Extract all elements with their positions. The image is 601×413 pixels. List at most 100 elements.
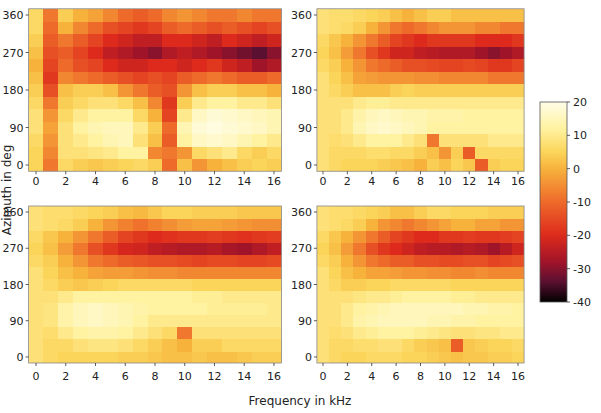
heatmap-cell — [103, 315, 118, 328]
heatmap-cell — [390, 230, 403, 243]
heatmap-cell — [148, 134, 163, 147]
heatmap-cell — [414, 9, 427, 22]
heatmap-cell — [488, 9, 501, 22]
heatmap-cell — [353, 71, 366, 84]
heatmap-cell — [43, 134, 58, 147]
plot-frame — [317, 206, 524, 363]
heatmap-cell — [329, 291, 342, 304]
heatmap-cell — [267, 303, 282, 316]
heatmap-cell — [118, 230, 133, 243]
heatmap-cell — [463, 291, 476, 304]
heatmap-cell — [341, 134, 354, 147]
heatmap-cell — [222, 71, 237, 84]
heatmap-cell — [439, 218, 452, 231]
heatmap-cell — [378, 291, 391, 304]
heatmap-cell — [414, 21, 427, 34]
heatmap-cell — [366, 351, 379, 363]
heatmap-cell — [207, 109, 222, 122]
heatmap-cell — [162, 315, 177, 328]
heatmap-cell — [207, 291, 222, 304]
heatmap-cell — [402, 96, 415, 109]
heatmap-cell — [475, 159, 488, 172]
y-tick — [314, 284, 317, 285]
heatmap-cell — [317, 96, 330, 109]
heatmap-cell — [378, 34, 391, 47]
heatmap-cell — [475, 46, 488, 59]
heatmap-cell — [58, 278, 73, 291]
heatmap-cell — [500, 134, 513, 147]
heatmap-cell — [475, 278, 488, 291]
heatmap-cell — [118, 218, 133, 231]
heatmap-cell — [222, 84, 237, 97]
heatmap-cell — [317, 254, 330, 267]
heatmap-cell — [58, 59, 73, 72]
heatmap-cell — [207, 303, 222, 316]
heatmap-cell — [427, 109, 440, 122]
heatmap-cell — [488, 146, 501, 159]
heatmap-cell — [237, 242, 252, 255]
heatmap-cell — [133, 339, 148, 352]
heatmap-cell — [329, 109, 342, 122]
heatmap-cell — [341, 230, 354, 243]
heatmap-cell — [512, 134, 524, 147]
heatmap-cell — [43, 21, 58, 34]
heatmap-cell — [148, 46, 163, 59]
heatmap-cell — [88, 96, 103, 109]
heatmap-cell — [439, 230, 452, 243]
heatmap-cell — [451, 291, 464, 304]
heatmap-cell — [58, 254, 73, 267]
heatmap-cell — [222, 218, 237, 231]
heatmap-cell — [267, 134, 282, 147]
heatmap-cell — [475, 315, 488, 328]
y-tick — [314, 212, 317, 213]
heatmap-cell — [402, 121, 415, 134]
x-tick-label: 16 — [267, 175, 281, 188]
heatmap-cell — [148, 21, 163, 34]
heatmap-cell — [500, 59, 513, 72]
heatmap-cell — [439, 339, 452, 352]
x-tick-label: 0 — [319, 370, 326, 383]
heatmap-cell — [341, 351, 354, 363]
heatmap-cell — [29, 71, 44, 84]
heatmap-cell — [390, 327, 403, 340]
heatmap-cell — [58, 84, 73, 97]
heatmap-cell — [414, 254, 427, 267]
heatmap-cell — [192, 278, 207, 291]
heatmap-cell — [353, 146, 366, 159]
colorbar-tick — [567, 235, 570, 236]
heatmap-cell — [207, 254, 222, 267]
heatmap-cell — [475, 351, 488, 363]
heatmap-cell — [103, 266, 118, 279]
x-tick-label: 10 — [438, 370, 452, 383]
heatmap-cell — [512, 121, 524, 134]
heatmap-cell — [378, 121, 391, 134]
heatmap-cell — [451, 109, 464, 122]
heatmap-cell — [118, 327, 133, 340]
heatmap-cell — [118, 278, 133, 291]
heatmap-cell — [133, 254, 148, 267]
heatmap-cell — [192, 146, 207, 159]
heatmap-cell — [414, 242, 427, 255]
heatmap-cell — [512, 146, 524, 159]
heatmap-cell — [390, 84, 403, 97]
heatmap-cell — [192, 121, 207, 134]
heatmap-cell — [118, 315, 133, 328]
heatmap-cell — [451, 71, 464, 84]
heatmap-cell — [73, 339, 88, 352]
heatmap-cell — [329, 206, 342, 219]
heatmap-cell — [88, 159, 103, 172]
y-tick-label: 90 — [10, 315, 24, 328]
heatmap-cell — [162, 327, 177, 340]
heatmap-cell — [500, 218, 513, 231]
heatmap-cell — [207, 230, 222, 243]
heatmap-cell — [177, 278, 192, 291]
heatmap-cell — [162, 34, 177, 47]
heatmap-cell — [162, 109, 177, 122]
heatmap-cell — [390, 21, 403, 34]
heatmap-cell — [43, 327, 58, 340]
x-tick — [420, 363, 421, 366]
heatmap-cell — [512, 242, 524, 255]
heatmap-cell — [512, 9, 524, 22]
heatmap-cell — [222, 46, 237, 59]
x-tick — [347, 171, 348, 174]
